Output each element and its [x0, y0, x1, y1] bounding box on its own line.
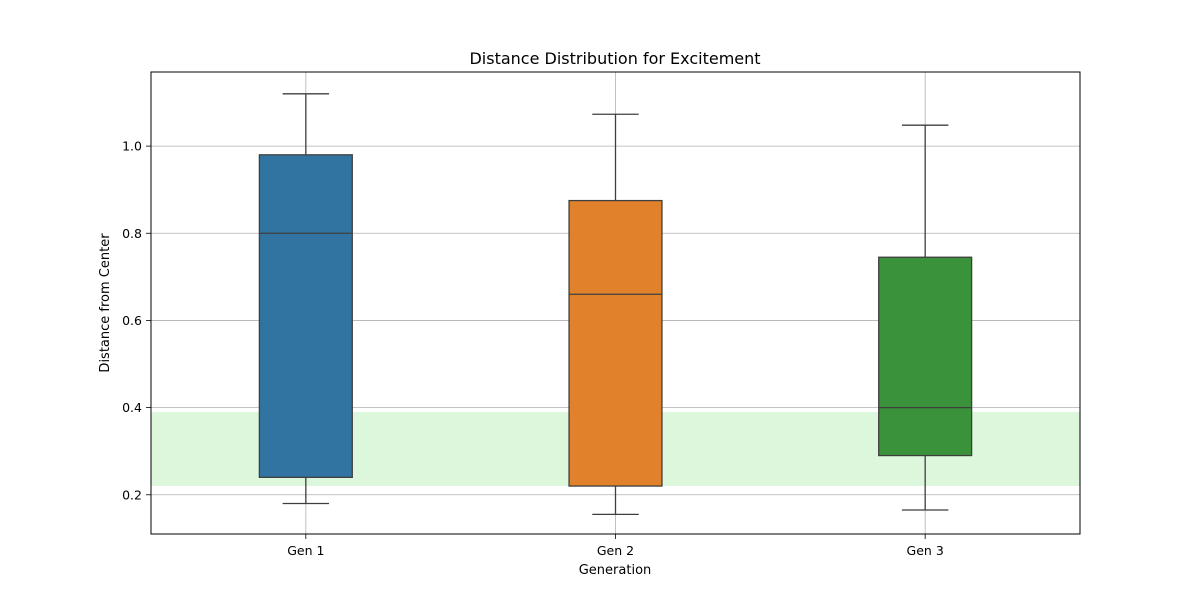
x-tick-label: Gen 2 — [597, 543, 634, 558]
box-gen-3 — [878, 256, 973, 457]
y-axis-label: Distance from Center — [98, 233, 113, 373]
y-tick-label: 0.2 — [122, 487, 142, 502]
x-axis-label: Generation — [579, 563, 652, 578]
y-tick-label: 0.4 — [122, 400, 142, 415]
x-tick-label: Gen 1 — [287, 543, 324, 558]
y-tick-label: 1.0 — [122, 139, 142, 154]
box-gen-2 — [568, 199, 663, 487]
plot-frame — [150, 71, 1081, 535]
x-tick-label: Gen 3 — [907, 543, 944, 558]
box-gen-1 — [258, 154, 353, 478]
chart-title: Distance Distribution for Excitement — [469, 49, 760, 68]
y-tick-label: 0.6 — [122, 313, 142, 328]
y-tick-label: 0.8 — [122, 226, 142, 241]
